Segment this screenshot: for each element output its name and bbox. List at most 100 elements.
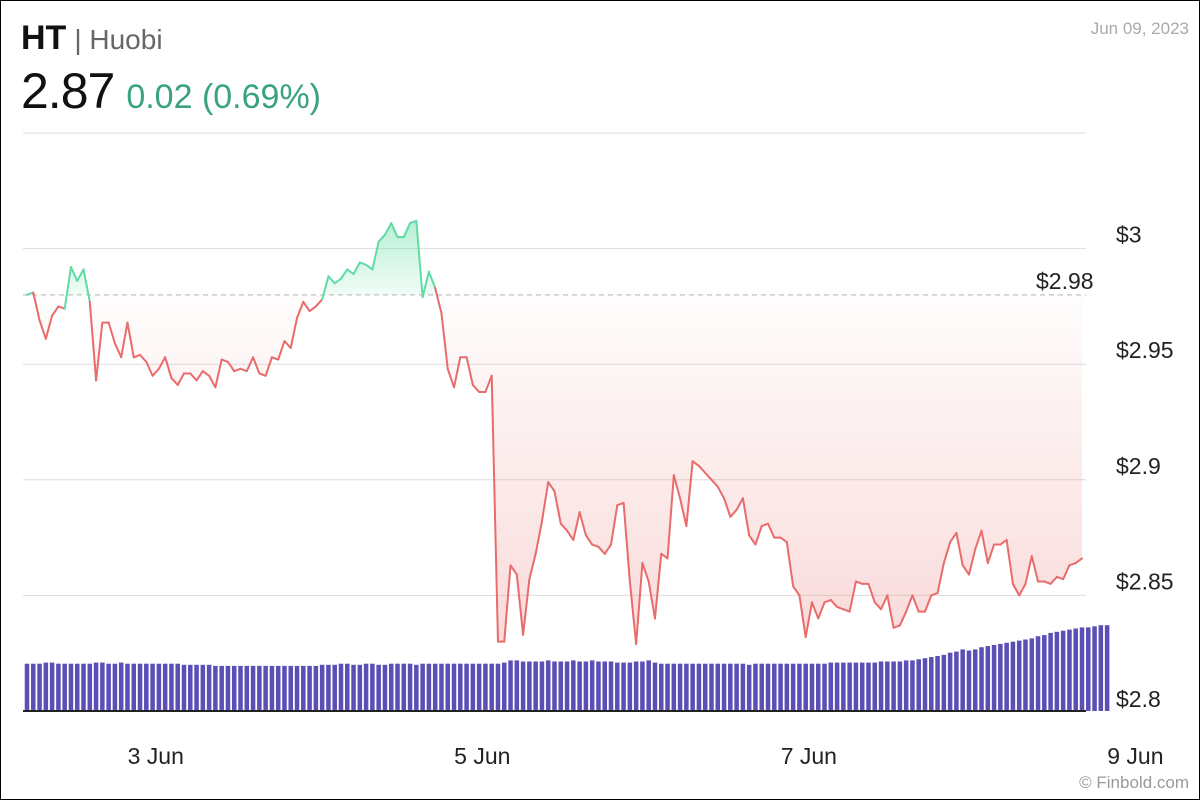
price-line-segment: [754, 525, 763, 546]
price-line-segment: [1024, 555, 1033, 585]
price-line-segment: [446, 367, 456, 389]
price-line-segment: [760, 522, 770, 528]
price-line-segment: [270, 356, 280, 361]
volume-bar: [1098, 625, 1104, 711]
price-line-segment: [139, 353, 148, 363]
volume-bar: [665, 663, 670, 711]
volume-bar: [93, 662, 99, 711]
volume-bar: [363, 663, 369, 711]
volume-bar: [194, 664, 199, 711]
volume-bar: [156, 663, 162, 711]
price-line-segment: [390, 222, 399, 239]
volume-bar: [257, 665, 262, 711]
price-line-segment: [848, 580, 857, 613]
volume-bar: [1104, 625, 1110, 711]
volume-bar: [112, 663, 118, 711]
volume-bar: [31, 663, 36, 711]
volume-bar: [514, 660, 520, 711]
price-line-segment: [584, 534, 594, 546]
volume-bar: [432, 663, 438, 711]
price-line-segment: [785, 541, 795, 588]
copyright-notice: © Finbold.com: [1079, 773, 1189, 792]
volume-bar: [188, 664, 193, 711]
volume-bar: [508, 660, 513, 711]
price-line-segment: [653, 552, 663, 620]
volume-bar: [426, 663, 432, 711]
volume-bar: [596, 661, 601, 711]
volume-bar: [282, 665, 287, 711]
price-line-segment: [132, 353, 142, 359]
volume-bar: [558, 661, 564, 711]
price-line-segment: [748, 534, 757, 546]
price-line-segment: [986, 543, 996, 565]
volume-bar: [269, 665, 275, 711]
price-line-segment: [327, 275, 336, 285]
volume-bar: [489, 663, 494, 711]
price-line-segment: [226, 360, 236, 373]
volume-bar: [702, 663, 708, 711]
volume-bar: [43, 662, 49, 711]
price-line-segment: [377, 233, 386, 243]
volume-bar: [853, 662, 859, 711]
price-line-segment: [176, 372, 185, 387]
price-line-segment: [239, 367, 248, 373]
volume-bar: [181, 664, 187, 711]
price-line-segment: [233, 367, 242, 373]
price-line-segment: [252, 356, 261, 375]
price-line-segment: [1068, 562, 1077, 567]
volume-bar: [652, 662, 658, 711]
price-line-segment: [453, 356, 462, 389]
volume-bar: [954, 651, 959, 711]
price-line-segment: [296, 300, 305, 319]
volume-bar: [1067, 629, 1072, 711]
volume-bar: [345, 663, 350, 711]
volume-bar: [929, 657, 934, 711]
price-line-segment: [503, 564, 512, 643]
price-line-segment: [779, 536, 788, 544]
volume-bar: [602, 661, 607, 711]
price-line-segment: [214, 358, 223, 389]
price-line-segment: [51, 305, 60, 317]
volume-bar: [219, 665, 224, 711]
volume-bar: [872, 662, 878, 711]
price-line-segment: [44, 314, 54, 340]
price-line-segment: [873, 601, 883, 611]
y-tick-label: $2.9: [1116, 453, 1161, 479]
price-line-segment: [691, 460, 700, 467]
volume-bar: [357, 664, 363, 711]
price-line-segment: [999, 538, 1008, 546]
volume-bar: [878, 661, 884, 711]
price-line-segment: [610, 504, 619, 546]
volume-bar: [37, 663, 42, 711]
volume-bar: [972, 649, 978, 711]
price-line-segment: [201, 370, 211, 377]
volume-bar: [715, 663, 721, 711]
volume-bar: [495, 663, 501, 711]
price-line-segment: [936, 562, 945, 595]
ticker-symbol: HT: [21, 19, 67, 57]
price-line-segment: [603, 543, 613, 555]
volume-bar: [263, 665, 268, 711]
volume-bar: [765, 663, 771, 711]
price-line-segment: [597, 545, 606, 555]
volume-bar: [627, 662, 633, 711]
price-line-segment: [880, 594, 889, 611]
volume-bar: [746, 664, 752, 711]
price-line-segment: [434, 286, 443, 315]
price-line-segment: [528, 552, 537, 581]
volume-bar: [527, 661, 532, 711]
y-tick-label: $2.8: [1116, 686, 1161, 712]
volume-bar: [206, 664, 212, 711]
area-below-reference: [33, 287, 1082, 644]
price-line-segment: [308, 305, 317, 313]
volume-bar: [439, 663, 444, 711]
price-line-segment: [63, 266, 72, 310]
y-tick-label: $2.85: [1116, 568, 1174, 594]
price-line-segment: [829, 599, 839, 608]
price-line-segment: [277, 340, 286, 361]
volume-bar: [772, 663, 777, 711]
price-line-segment: [1030, 555, 1040, 583]
price-line-segment: [302, 300, 311, 313]
price-line-segment: [57, 305, 66, 310]
